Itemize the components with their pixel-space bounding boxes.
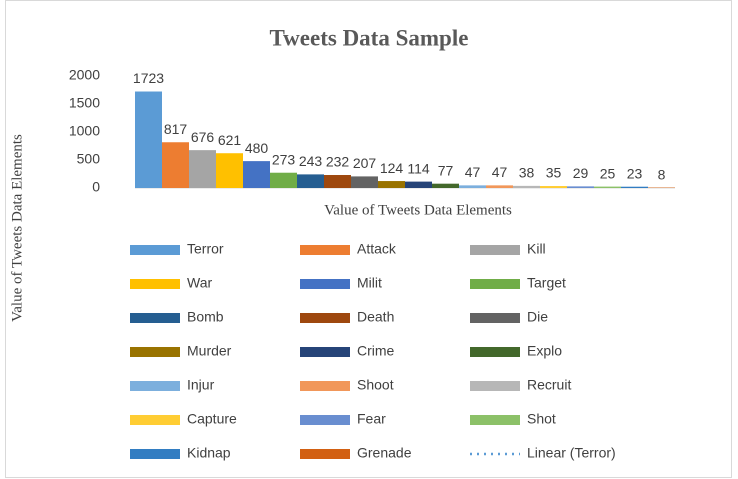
bar	[351, 176, 378, 188]
bar	[486, 185, 513, 188]
bar	[324, 175, 351, 188]
legend-label: Fear	[357, 411, 386, 427]
data-label: 8	[658, 166, 666, 182]
chart-border	[5, 0, 732, 478]
y-tick-label: 2000	[69, 67, 100, 83]
legend-swatch	[130, 279, 180, 289]
legend-label: Recruit	[527, 377, 571, 393]
legend-swatch	[470, 279, 520, 289]
bar	[540, 186, 567, 188]
data-label: 124	[380, 160, 404, 176]
legend-label: Capture	[187, 411, 237, 427]
legend-label: Explo	[527, 343, 562, 359]
legend-label: Kill	[527, 241, 546, 257]
bar	[432, 183, 459, 188]
bar	[216, 153, 243, 188]
legend-label: Target	[527, 275, 566, 291]
legend-swatch	[130, 347, 180, 357]
bar	[594, 186, 621, 188]
data-label: 817	[164, 121, 188, 137]
bar	[405, 181, 432, 188]
legend-swatch	[300, 313, 350, 323]
data-label: 47	[465, 164, 481, 180]
legend-label: Attack	[357, 241, 397, 257]
legend-swatch	[300, 381, 350, 391]
legend-label: War	[187, 275, 212, 291]
data-label: 114	[407, 160, 430, 176]
y-axis-label: Value of Tweets Data Elements	[9, 134, 25, 322]
legend-label: Shot	[527, 411, 556, 427]
data-label: 77	[438, 162, 454, 178]
legend-swatch	[300, 245, 350, 255]
legend-swatch	[470, 347, 520, 357]
bar	[162, 142, 189, 188]
legend-swatch	[470, 245, 520, 255]
legend-swatch	[470, 381, 520, 391]
y-tick-label: 1000	[69, 123, 100, 139]
legend-label: Linear (Terror)	[527, 445, 616, 461]
legend-swatch	[130, 381, 180, 391]
data-label: 47	[492, 164, 508, 180]
legend-label: Bomb	[187, 309, 224, 325]
data-label: 480	[245, 140, 269, 156]
y-tick-label: 0	[92, 179, 100, 195]
y-tick-label: 1500	[69, 95, 100, 111]
data-label: 38	[519, 165, 535, 181]
legend-swatch	[300, 279, 350, 289]
data-label: 232	[326, 154, 350, 170]
legend-swatch	[130, 415, 180, 425]
bar	[189, 150, 216, 188]
data-label: 273	[272, 151, 296, 167]
y-tick-label: 500	[77, 151, 101, 167]
data-label: 35	[546, 165, 562, 181]
legend-label: Kidnap	[187, 445, 231, 461]
chart-title: Tweets Data Sample	[270, 25, 469, 50]
legend-label: Grenade	[357, 445, 412, 461]
legend-swatch	[300, 449, 350, 459]
legend-swatch	[300, 415, 350, 425]
legend-swatch	[130, 245, 180, 255]
data-label: 29	[573, 165, 589, 181]
bar	[270, 172, 297, 188]
data-label: 243	[299, 153, 323, 169]
legend-label: Death	[357, 309, 394, 325]
bar	[459, 185, 486, 188]
legend-label: Injur	[187, 377, 215, 393]
legend-swatch	[470, 415, 520, 425]
legend-swatch	[300, 347, 350, 357]
bar	[567, 186, 594, 188]
legend-label: Terror	[187, 241, 224, 257]
legend-swatch	[130, 449, 180, 459]
legend-swatch	[470, 313, 520, 323]
data-label: 207	[353, 155, 377, 171]
bar	[513, 185, 540, 188]
data-label: 676	[191, 129, 215, 145]
data-label: 25	[600, 165, 616, 181]
data-label: 1723	[133, 70, 164, 86]
data-label: 23	[627, 165, 643, 181]
legend-label: Shoot	[357, 377, 394, 393]
legend-label: Milit	[357, 275, 382, 291]
bar	[621, 186, 648, 188]
legend-label: Crime	[357, 343, 395, 359]
x-axis-label: Value of Tweets Data Elements	[324, 202, 512, 218]
bar	[243, 161, 270, 188]
legend-label: Die	[527, 309, 548, 325]
legend-label: Murder	[187, 343, 232, 359]
bar	[135, 91, 162, 188]
bar	[378, 181, 405, 188]
legend-swatch	[130, 313, 180, 323]
bar	[297, 174, 324, 188]
data-label: 621	[218, 132, 242, 148]
